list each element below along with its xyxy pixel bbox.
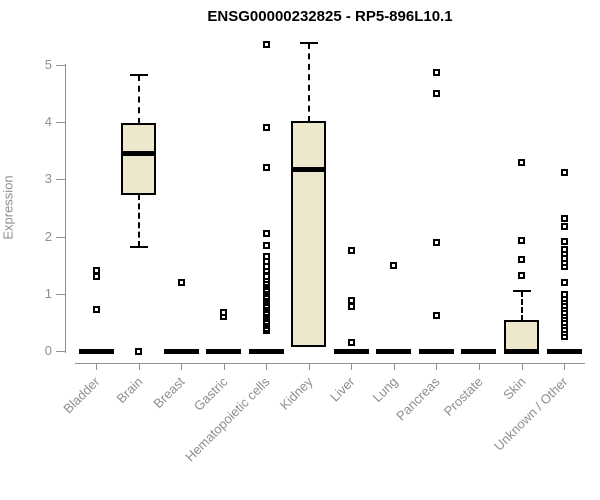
outlier-point bbox=[518, 158, 525, 166]
whisker bbox=[137, 193, 140, 247]
outlier-point bbox=[92, 267, 100, 275]
y-tick-label: 3 bbox=[44, 171, 52, 187]
y-tick-label: 2 bbox=[44, 228, 52, 244]
outlier-point bbox=[262, 164, 270, 172]
outlier-point bbox=[560, 278, 568, 286]
x-tick bbox=[96, 364, 97, 370]
median-line bbox=[291, 166, 327, 172]
median-line bbox=[248, 348, 284, 354]
outlier-point bbox=[92, 306, 100, 314]
x-tick bbox=[436, 364, 438, 370]
median-line bbox=[546, 348, 582, 354]
chart-title: ENSG00000232825 - RP5-896L10.1 bbox=[207, 8, 453, 25]
outlier-point bbox=[220, 308, 228, 316]
y-axis-line bbox=[65, 64, 66, 353]
median-line bbox=[461, 348, 497, 354]
whisker-cap bbox=[129, 245, 148, 248]
whisker bbox=[520, 290, 523, 321]
outlier-point bbox=[390, 261, 398, 269]
median-line bbox=[121, 151, 157, 157]
whisker bbox=[137, 75, 140, 124]
outlier-point bbox=[560, 291, 568, 299]
x-tick-label: Unknown / Other bbox=[491, 374, 571, 454]
median-line bbox=[418, 348, 454, 354]
outlier-point bbox=[347, 247, 355, 255]
median-line bbox=[504, 348, 539, 354]
outlier-point bbox=[262, 41, 270, 49]
outlier-point bbox=[432, 90, 440, 98]
y-tick bbox=[56, 236, 65, 238]
whisker-cap bbox=[129, 74, 148, 77]
x-tick bbox=[223, 364, 225, 370]
y-tick-label: 0 bbox=[44, 343, 52, 358]
x-tick bbox=[138, 364, 140, 370]
y-tick-label: 1 bbox=[44, 285, 52, 301]
outlier-point bbox=[432, 68, 440, 76]
median-line bbox=[78, 348, 114, 354]
outlier-point bbox=[262, 230, 270, 238]
y-tick bbox=[56, 351, 65, 352]
y-tick bbox=[56, 65, 65, 66]
x-tick bbox=[564, 364, 566, 370]
outlier-point bbox=[432, 312, 440, 320]
x-tick bbox=[521, 364, 523, 370]
median-line bbox=[333, 348, 369, 354]
x-axis-line bbox=[75, 363, 585, 364]
whisker-cap bbox=[299, 42, 318, 45]
whisker bbox=[307, 43, 310, 123]
y-tick bbox=[56, 293, 65, 295]
median-line bbox=[206, 348, 242, 354]
outlier-point bbox=[432, 238, 440, 246]
x-tick bbox=[266, 364, 268, 370]
y-tick-label: 4 bbox=[44, 114, 52, 130]
box bbox=[504, 319, 539, 352]
outlier-point bbox=[177, 278, 185, 286]
outlier-point bbox=[560, 169, 568, 177]
outlier-point bbox=[262, 253, 270, 261]
x-tick bbox=[351, 364, 353, 370]
outlier-point bbox=[347, 297, 355, 305]
y-tick-label: 5 bbox=[44, 57, 52, 72]
box bbox=[291, 121, 327, 348]
outlier-point bbox=[135, 347, 143, 355]
outlier-point bbox=[560, 237, 568, 245]
y-tick bbox=[56, 122, 65, 124]
median-line bbox=[163, 348, 199, 354]
x-tick bbox=[393, 364, 395, 370]
outlier-point bbox=[518, 237, 525, 245]
outlier-point bbox=[347, 338, 355, 346]
outlier-point bbox=[262, 241, 270, 249]
whisker-cap bbox=[512, 289, 531, 292]
outlier-point bbox=[262, 124, 270, 132]
x-tick bbox=[308, 364, 310, 370]
outlier-point bbox=[518, 271, 525, 279]
median-line bbox=[376, 348, 412, 354]
outlier-point bbox=[560, 214, 568, 222]
x-tick bbox=[181, 364, 183, 370]
box bbox=[121, 122, 157, 195]
outlier-point bbox=[560, 245, 568, 253]
outlier-point bbox=[518, 255, 525, 263]
outlier-point bbox=[560, 222, 568, 230]
x-tick bbox=[478, 364, 480, 370]
y-tick bbox=[56, 179, 65, 181]
